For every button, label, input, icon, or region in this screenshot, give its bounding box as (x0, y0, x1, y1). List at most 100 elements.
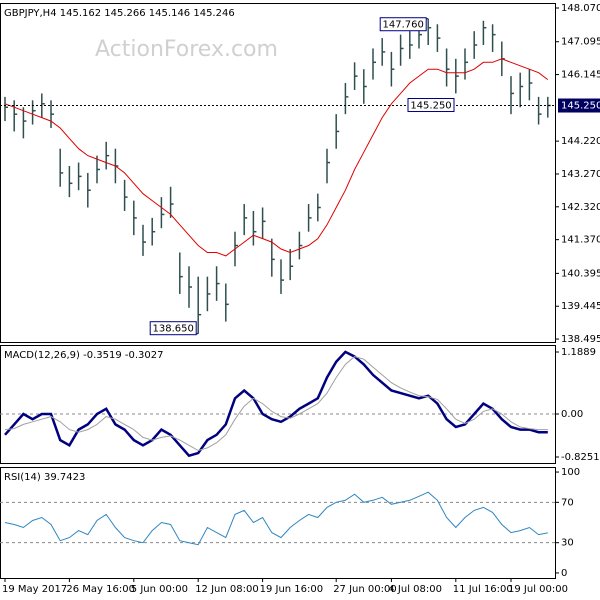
price-bar (326, 148, 330, 184)
price-bar (68, 166, 73, 198)
price-bar (188, 266, 192, 308)
price-bar (87, 172, 91, 208)
price-bar (289, 248, 294, 281)
y-tick-label: 148.070 (561, 3, 600, 14)
indicator-line (4, 491, 548, 546)
price-bar (160, 197, 165, 229)
price-bar (252, 210, 257, 246)
price-bar (197, 276, 202, 334)
x-tick-label: 19 Jun 16:00 (260, 584, 324, 595)
panel-frame (0, 467, 556, 579)
price-bar (344, 83, 349, 115)
price-bar (22, 107, 27, 139)
price-bar (298, 231, 303, 260)
price-bar (445, 48, 450, 87)
annotation-label: 145.250 (410, 101, 451, 112)
y-tick-label: 143.270 (561, 169, 600, 180)
x-tick-label: 11 Jul 16:00 (453, 584, 513, 595)
price-bar (77, 162, 82, 191)
price-bar (271, 238, 275, 277)
y-tick-label: 146.145 (561, 70, 600, 81)
price-bar (537, 96, 542, 125)
price-bar (123, 179, 128, 211)
price-bar (353, 62, 358, 90)
x-tick-label: 4 Jul 08:00 (388, 584, 442, 595)
moving-average (4, 58, 549, 257)
panel-title: GBPJPY,H4 145.162 145.266 145.146 145.24… (4, 8, 235, 19)
price-bar (13, 100, 18, 132)
price-bar (436, 24, 441, 52)
price-bar (464, 48, 468, 80)
y-tick-label: 70 (561, 497, 574, 508)
price-bar (510, 76, 514, 115)
price-bar (261, 207, 266, 239)
y-tick-label: 140.395 (561, 268, 600, 279)
panel-title: MACD(12,26,9) -0.3519 -0.3027 (4, 350, 164, 361)
price-bar (142, 224, 146, 256)
y-tick-label: 144.220 (561, 136, 600, 147)
price-bar (243, 204, 248, 236)
price-bar (105, 141, 110, 170)
price-bar (335, 114, 340, 149)
annotation-label: 138.650 (153, 324, 194, 335)
y-tick-label: 30 (561, 538, 574, 549)
y-tick-label: 142.320 (561, 202, 600, 213)
x-tick-label: 26 May 16:00 (66, 584, 135, 595)
price-bar (179, 252, 183, 294)
y-tick-label: 141.370 (561, 235, 600, 246)
panel-frame (0, 345, 556, 464)
price-bar (491, 24, 496, 52)
y-tick-label: 1.1889 (561, 347, 596, 358)
y-tick-label: 147.095 (561, 37, 600, 48)
price-bar (280, 259, 284, 294)
panel-frame (0, 3, 556, 343)
price-bar (206, 276, 211, 312)
price-bar (399, 34, 404, 66)
price-bar (427, 18, 432, 46)
annotation-box (149, 321, 197, 336)
price-bar (381, 38, 386, 66)
x-tick-label: 19 Jul 00:00 (508, 584, 568, 595)
y-tick-label: 139.445 (561, 301, 600, 312)
panel-title: RSI(14) 39.7423 (4, 472, 85, 483)
price-bar (307, 204, 312, 232)
price-bar (317, 193, 321, 222)
price-bar (96, 155, 100, 184)
price-bar (59, 148, 64, 187)
price-bar (372, 48, 376, 80)
price-bar (390, 51, 395, 87)
y-tick-label: 138.495 (561, 334, 600, 345)
y-tick-label: -0.8251 (561, 452, 600, 463)
watermark: ActionForex.com (95, 37, 278, 62)
price-bar (363, 69, 367, 104)
last-price-label: 145.250 (561, 101, 600, 112)
annotation-box (407, 98, 455, 113)
x-tick-label: 27 Jun 00:00 (333, 584, 397, 595)
indicator-line (4, 356, 548, 452)
x-tick-label: 12 Jun 08:00 (195, 584, 259, 595)
price-bar (50, 100, 54, 128)
price-bar (519, 72, 524, 108)
price-bar (482, 20, 487, 46)
price-bar (31, 100, 36, 125)
price-bar (547, 96, 551, 118)
annotation-box (379, 17, 427, 32)
price-bar (133, 200, 137, 236)
indicator-line (4, 350, 548, 458)
price-bar (455, 58, 459, 94)
last-price-box (558, 98, 600, 113)
y-tick-label: 100 (561, 467, 580, 478)
y-tick-label: 0.00 (561, 409, 583, 420)
price-bar (4, 96, 8, 122)
price-bar (215, 266, 220, 301)
price-bar (225, 283, 229, 322)
x-tick-label: 5 Jun 00:00 (131, 584, 188, 595)
price-bar (151, 217, 156, 246)
price-bar (169, 186, 174, 218)
price-bar (528, 69, 533, 101)
price-bar (473, 31, 478, 59)
y-tick-label: 0 (561, 568, 567, 579)
annotation-label: 147.760 (383, 20, 424, 31)
